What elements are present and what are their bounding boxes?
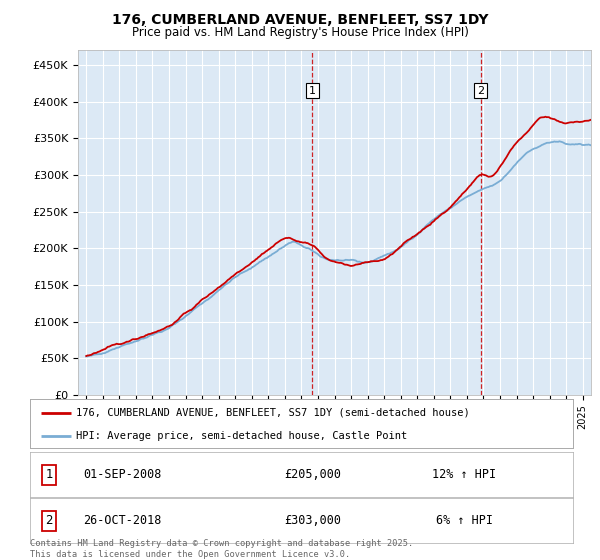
Text: Contains HM Land Registry data © Crown copyright and database right 2025.
This d: Contains HM Land Registry data © Crown c…	[30, 539, 413, 559]
Text: 1: 1	[45, 468, 53, 482]
Text: £303,000: £303,000	[284, 514, 341, 528]
Text: Price paid vs. HM Land Registry's House Price Index (HPI): Price paid vs. HM Land Registry's House …	[131, 26, 469, 39]
Text: 1: 1	[309, 86, 316, 96]
Text: £205,000: £205,000	[284, 468, 341, 482]
Text: 12% ↑ HPI: 12% ↑ HPI	[433, 468, 496, 482]
Text: 01-SEP-2008: 01-SEP-2008	[83, 468, 161, 482]
Text: 26-OCT-2018: 26-OCT-2018	[83, 514, 161, 528]
Text: 6% ↑ HPI: 6% ↑ HPI	[436, 514, 493, 528]
Text: 176, CUMBERLAND AVENUE, BENFLEET, SS7 1DY: 176, CUMBERLAND AVENUE, BENFLEET, SS7 1D…	[112, 13, 488, 27]
Text: 2: 2	[45, 514, 53, 528]
Text: HPI: Average price, semi-detached house, Castle Point: HPI: Average price, semi-detached house,…	[76, 431, 407, 441]
Text: 2: 2	[477, 86, 484, 96]
Text: 176, CUMBERLAND AVENUE, BENFLEET, SS7 1DY (semi-detached house): 176, CUMBERLAND AVENUE, BENFLEET, SS7 1D…	[76, 408, 470, 418]
